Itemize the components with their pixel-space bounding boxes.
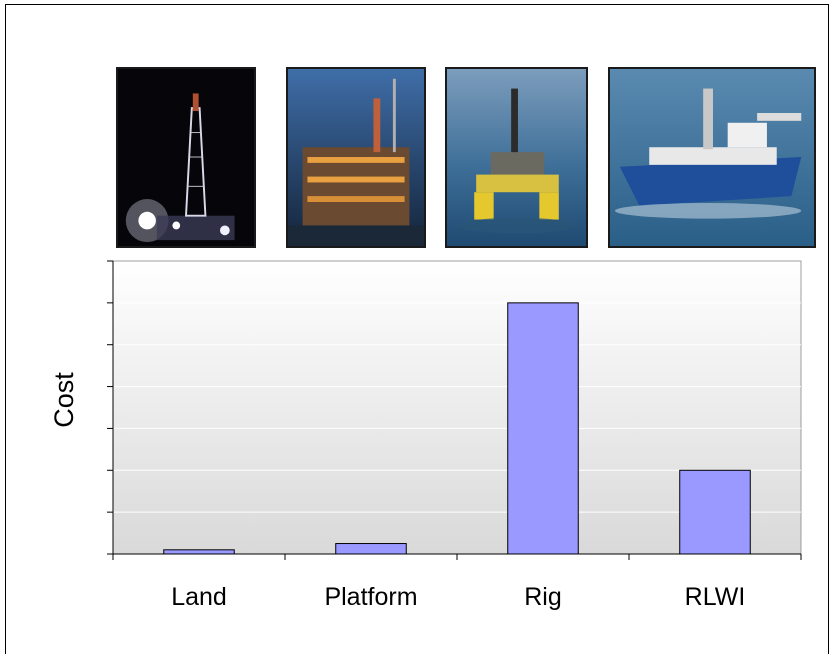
- bars: [163, 302, 751, 555]
- rig-photo: [445, 67, 588, 248]
- bar-rig: [507, 302, 579, 555]
- slide-frame: [5, 4, 829, 654]
- bar-rlwi: [679, 469, 751, 555]
- platform-photo: [286, 67, 426, 248]
- bar-land: [163, 549, 235, 555]
- y-axis-label: Cost: [49, 372, 79, 428]
- category-label-rlwi: RLWI: [684, 583, 746, 611]
- category-label-platform: Platform: [324, 583, 418, 611]
- axes: [107, 260, 802, 560]
- rlwi-vessel-photo: [608, 67, 816, 248]
- category-label-rig: Rig: [524, 583, 562, 611]
- gridlines: [113, 302, 801, 513]
- category-label-land: Land: [171, 583, 227, 611]
- land-rig-photo: [116, 67, 256, 248]
- bar-platform: [335, 543, 407, 555]
